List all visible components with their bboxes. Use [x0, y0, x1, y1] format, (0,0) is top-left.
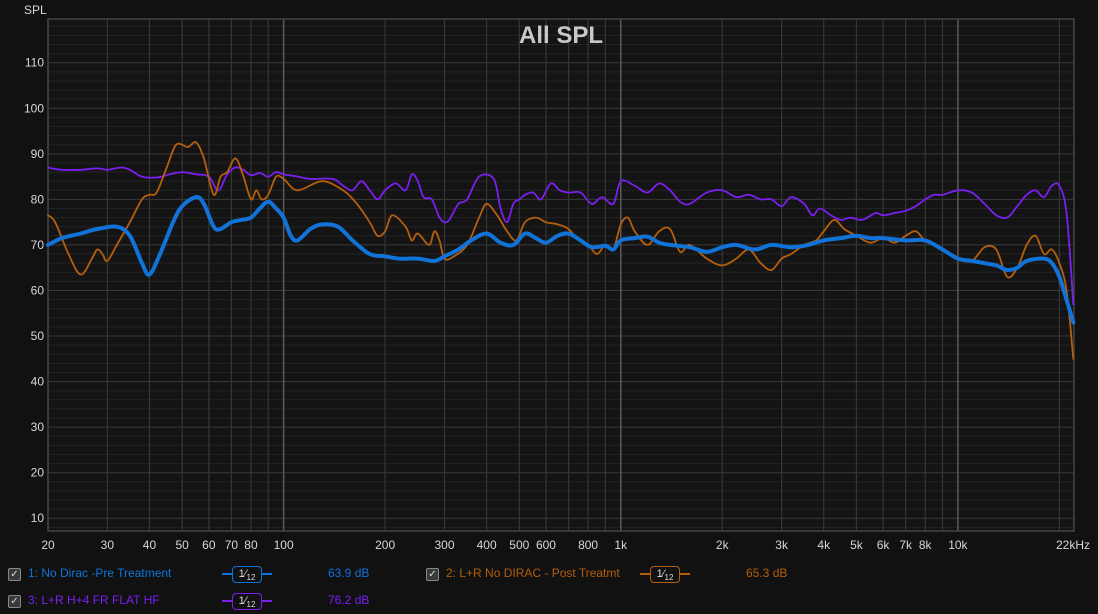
y-tick-label: 50: [31, 329, 45, 343]
x-tick-label: 800: [578, 538, 598, 552]
chart-title: All SPL: [519, 22, 603, 49]
y-tick-label: 20: [31, 466, 45, 480]
x-tick-label: 1k: [614, 538, 628, 552]
y-tick-label: 90: [31, 147, 45, 161]
y-tick-label: 70: [31, 238, 45, 252]
x-tick-label: 80: [244, 538, 258, 552]
y-tick-label: 60: [31, 283, 45, 297]
plot-border: [47, 18, 1075, 532]
legend-checkbox[interactable]: ✓: [8, 591, 21, 611]
y-tick-label: 30: [31, 420, 45, 434]
x-tick-label: 500: [509, 538, 529, 552]
x-tick-label: 6k: [877, 538, 891, 552]
legend-checkbox[interactable]: ✓: [426, 564, 439, 584]
legend-entry-2: ✓ 2: L+R No DIRAC - Post Treatmt 1⁄12 65…: [0, 564, 1098, 584]
x-tick-label: 60: [202, 538, 216, 552]
legend-checkbox[interactable]: ✓: [8, 564, 21, 584]
legend-label[interactable]: 2: L+R No DIRAC - Post Treatmt: [446, 566, 620, 580]
series-line-3: [47, 166, 1075, 306]
x-tick-label: 40: [143, 538, 157, 552]
checkbox-check-icon: ✓: [426, 567, 439, 581]
x-tick-label: 200: [375, 538, 395, 552]
series-lines: [46, 141, 1076, 360]
smoothing-value: 1⁄12: [232, 566, 262, 583]
x-tick-label: 7k: [899, 538, 913, 552]
x-tick-label: 100: [274, 538, 294, 552]
grid: [47, 18, 1075, 532]
x-tick-label: 20: [41, 538, 55, 552]
checkbox-check-icon: ✓: [8, 567, 21, 581]
checkbox-check-icon: ✓: [8, 594, 21, 608]
y-tick-label: 40: [31, 375, 45, 389]
smoothing-value: 1⁄12: [650, 566, 680, 583]
series-line-1: [46, 195, 1076, 325]
x-tick-label: 2k: [716, 538, 730, 552]
y-tick-label: 100: [24, 101, 44, 115]
x-tick-label: 400: [477, 538, 497, 552]
y-tick-label: 80: [31, 192, 45, 206]
x-tick-label: 70: [225, 538, 239, 552]
x-tick-label: 50: [175, 538, 189, 552]
legend-level: 76.2 dB: [328, 593, 370, 607]
legend-label[interactable]: 1: No Dirac -Pre Treatment: [28, 566, 172, 580]
legend-level: 65.3 dB: [746, 566, 788, 580]
x-tick-label: 8k: [919, 538, 933, 552]
x-tick-label: 30: [101, 538, 115, 552]
smoothing-value: 1⁄12: [232, 593, 262, 610]
legend-label[interactable]: 3: L+R H+4 FR FLAT HF: [28, 593, 160, 607]
legend-level: 63.9 dB: [328, 566, 370, 580]
axis-ticks: 10 20 30 40 50 60 70 80 90 100 110 20 30 40 50 60 70 80 10…: [24, 56, 1090, 552]
y-tick-label: 10: [31, 511, 45, 525]
x-tick-label: 10k: [948, 538, 968, 552]
legend-entry-3: ✓ 3: L+R H+4 FR FLAT HF 1⁄12 76.2 dB: [0, 591, 1098, 611]
x-tick-label: 600: [536, 538, 556, 552]
series-line-2: [47, 141, 1075, 360]
x-tick-label: 3k: [775, 538, 789, 552]
smoothing-badge[interactable]: 1⁄12: [222, 592, 272, 610]
y-tick-label: 110: [25, 56, 44, 70]
smoothing-badge[interactable]: 1⁄12: [640, 565, 690, 583]
x-tick-label: 5k: [850, 538, 864, 552]
smoothing-badge[interactable]: 1⁄12: [222, 565, 272, 583]
x-tick-label: 4k: [817, 538, 831, 552]
spl-chart: SPL All SPL 10 20 30 40 50 60 70 80 90 100 110 20 30…: [24, 3, 1090, 552]
legend-entry-1: ✓ 1: No Dirac -Pre Treatment 1⁄12 63.9 d…: [0, 564, 1098, 584]
y-axis-label: SPL: [24, 3, 47, 17]
x-tick-label: 300: [434, 538, 454, 552]
x-tick-label: 22kHz: [1056, 538, 1090, 552]
